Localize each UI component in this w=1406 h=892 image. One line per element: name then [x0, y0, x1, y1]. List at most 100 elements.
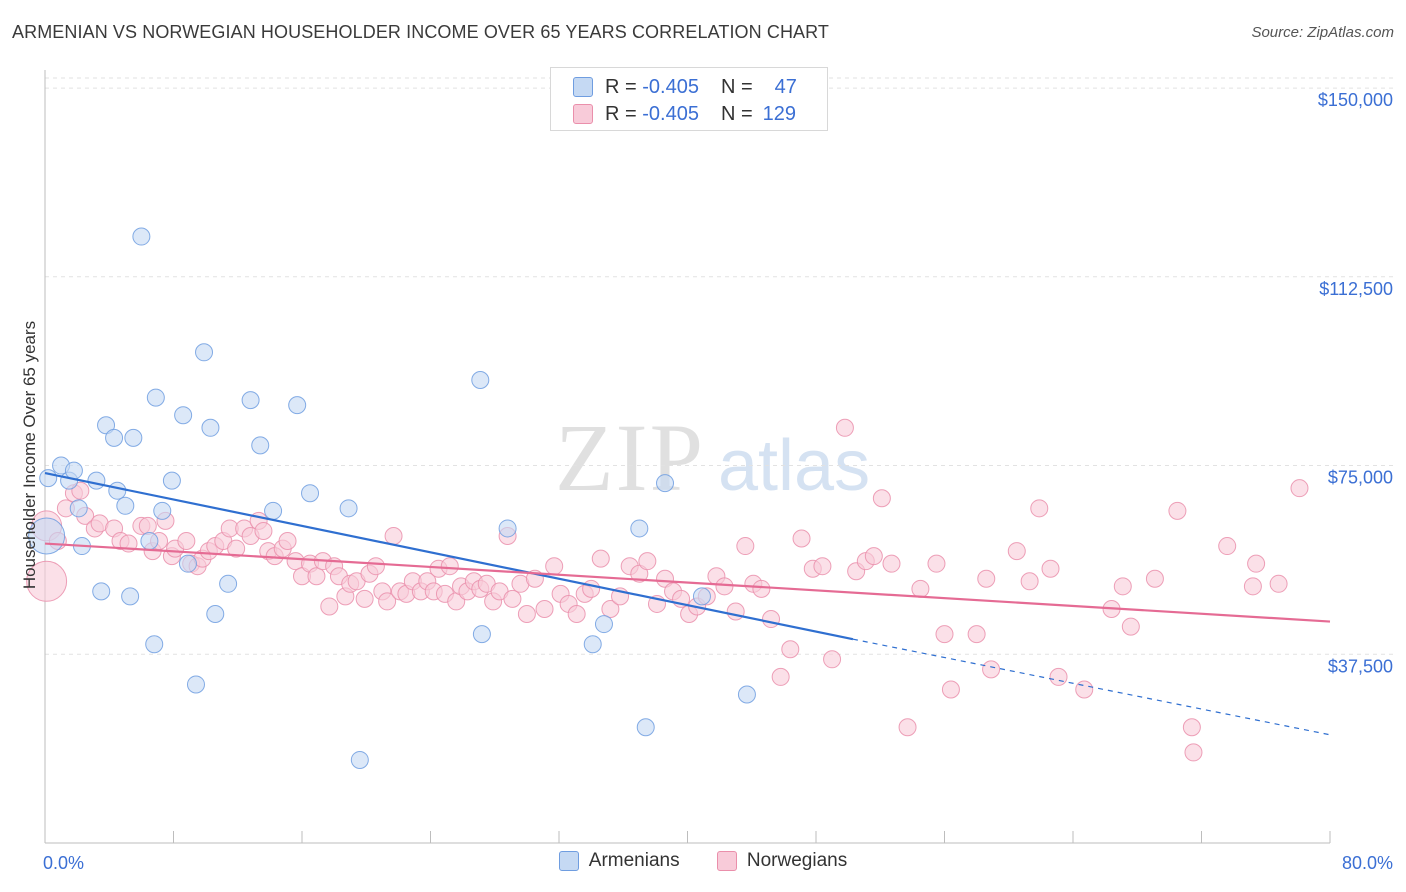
- norwegian-point: [726, 602, 745, 621]
- n-value: 129: [762, 102, 797, 125]
- norwegian-point: [1247, 554, 1266, 573]
- norwegian-point: [882, 554, 901, 573]
- norwegian-point: [1218, 537, 1237, 556]
- armenian-point: [178, 554, 197, 573]
- armenian-point: [288, 396, 307, 415]
- r-value: -0.405: [642, 75, 699, 98]
- armenian-point: [251, 436, 270, 455]
- norwegian-point: [278, 532, 297, 551]
- norwegian-point: [752, 579, 771, 598]
- stats-legend: R = -0.405 N = 47 R = -0.405 N = 129: [550, 67, 828, 131]
- norwegian-point: [1269, 574, 1288, 593]
- norwegian-point: [254, 521, 273, 540]
- armenian-point: [64, 461, 83, 480]
- y-tick-label: $75,000: [1328, 468, 1393, 488]
- legend-label-armenians: Armenians: [588, 850, 680, 871]
- norwegian-point: [601, 599, 620, 618]
- n-value: 47: [774, 75, 797, 98]
- norwegian-point: [26, 560, 68, 602]
- norwegian-point: [638, 552, 657, 571]
- armenian-point: [105, 428, 124, 447]
- norwegian-point: [535, 599, 554, 618]
- norwegian-point: [1030, 499, 1049, 518]
- y-tick-label: $150,000: [1318, 90, 1393, 110]
- legend-label-norwegians: Norwegians: [746, 850, 848, 871]
- norwegian-point: [715, 577, 734, 596]
- stats-row-armenians: R = -0.405 N = 47: [573, 74, 797, 100]
- armenian-point: [692, 587, 711, 606]
- norwegian-point: [762, 610, 781, 629]
- r-label: R =: [605, 102, 637, 125]
- armenian-point: [350, 750, 369, 769]
- armenians-trend-line: [44, 472, 854, 641]
- r-label: R =: [605, 75, 637, 98]
- r-value: -0.405: [642, 102, 699, 125]
- y-tick-label: $112,500: [1319, 279, 1393, 299]
- armenian-point: [39, 469, 58, 488]
- armenian-point: [146, 388, 165, 407]
- y-tick-label: $37,500: [1328, 656, 1393, 676]
- norwegian-point: [378, 592, 397, 611]
- armenian-point: [153, 501, 172, 520]
- norwegian-point: [977, 569, 996, 588]
- norwegian-point: [355, 589, 374, 608]
- norwegian-point: [864, 547, 883, 566]
- norwegian-point: [1290, 479, 1309, 498]
- norwegian-point: [1182, 718, 1201, 737]
- legend-item-norwegians: Norwegians: [716, 850, 848, 872]
- armenian-point: [97, 416, 116, 435]
- norwegian-point: [1020, 572, 1039, 591]
- armenian-point: [498, 519, 517, 538]
- norwegian-point: [517, 605, 536, 624]
- norwegian-point: [320, 597, 339, 616]
- stats-row-norwegians: R = -0.405 N = 129: [573, 101, 796, 127]
- x-tick-label-max: 80.0%: [1342, 853, 1393, 873]
- norwegian-point: [941, 680, 960, 699]
- norwegian-point: [582, 579, 601, 598]
- norwegian-point: [545, 557, 564, 576]
- armenian-point: [636, 718, 655, 737]
- armenian-point: [583, 635, 602, 654]
- watermark: ZIP atlas: [555, 404, 870, 511]
- armenian-point: [87, 471, 106, 490]
- norwegian-point: [71, 481, 90, 500]
- armenian-point: [471, 370, 490, 389]
- norwegian-point: [591, 549, 610, 568]
- armenian-point: [264, 501, 283, 520]
- n-label: N =: [720, 102, 753, 125]
- norwegians-swatch: [573, 104, 593, 124]
- grid-lines: [45, 77, 1395, 655]
- armenians-trend-extension: [852, 638, 1331, 736]
- norwegian-point: [736, 537, 755, 556]
- norwegian-point: [771, 667, 790, 686]
- armenian-point: [124, 428, 143, 447]
- armenian-point: [656, 474, 675, 493]
- norwegian-point: [982, 660, 1001, 679]
- armenian-point: [108, 481, 127, 500]
- y-axis-label: Householder Income Over 65 years: [20, 320, 39, 590]
- armenian-point: [195, 343, 214, 362]
- series-legend: Armenians Norwegians: [0, 850, 1406, 877]
- norwegian-point: [1145, 569, 1164, 588]
- norwegian-point: [823, 650, 842, 669]
- trend-lines: [44, 472, 1331, 736]
- armenian-point: [162, 471, 181, 490]
- norwegian-point: [835, 418, 854, 437]
- norwegian-point: [927, 554, 946, 573]
- norwegian-point: [1168, 501, 1187, 520]
- norwegians-trend-line: [44, 542, 1331, 623]
- armenian-point: [219, 574, 238, 593]
- series-norwegians: [26, 418, 1309, 762]
- x-tick-label-min: 0.0%: [43, 853, 84, 873]
- norwegian-point: [1049, 667, 1068, 686]
- armenian-point: [174, 406, 193, 425]
- norwegian-point: [1121, 617, 1140, 636]
- norwegian-point: [1113, 577, 1132, 596]
- norwegian-point: [440, 557, 459, 576]
- tick-labels: $37,500 $75,000 $112,500 $150,000 0.0% 80.0%: [43, 90, 1393, 873]
- armenian-point: [472, 625, 491, 644]
- armenian-point: [201, 418, 220, 437]
- norwegian-point: [1075, 680, 1094, 699]
- norwegian-point: [177, 532, 196, 551]
